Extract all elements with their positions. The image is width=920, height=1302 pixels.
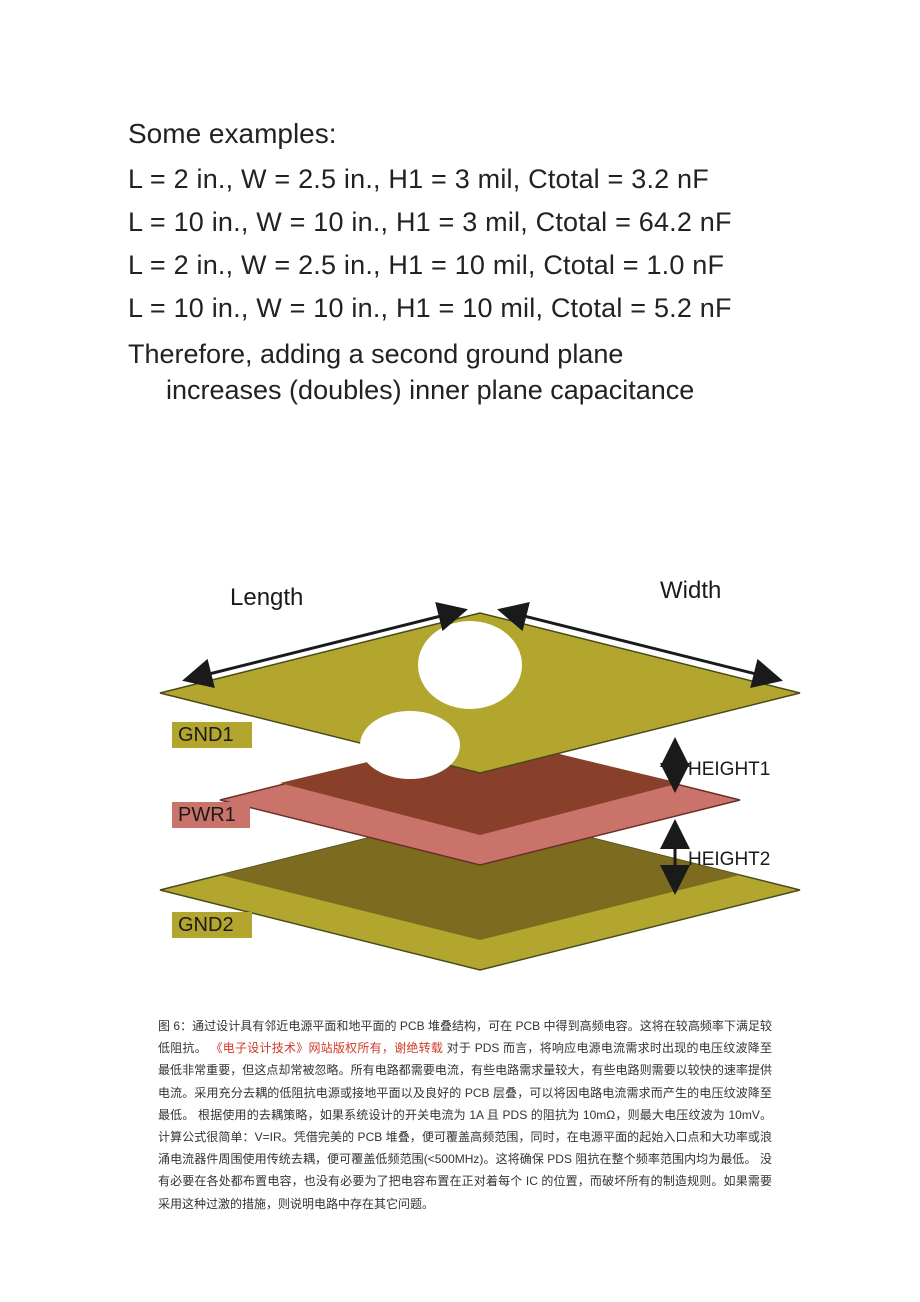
caption-copyright: 《电子设计技术》网站版权所有，谢绝转载 [211,1041,444,1055]
gnd1-label: GND1 [178,724,234,746]
width-label: Width [660,577,721,604]
example-line: L = 2 in., W = 2.5 in., H1 = 3 mil, Ctot… [128,164,828,195]
example-line: L = 10 in., W = 10 in., H1 = 10 mil, Cto… [128,293,828,324]
height2-label: HEIGHT2 [688,849,770,870]
examples-conclusion: Therefore, adding a second ground plane … [128,336,828,409]
caption-paragraph: 图 6：通过设计具有邻近电源平面和地平面的 PCB 堆叠结构，可在 PCB 中得… [158,1015,772,1215]
conclusion-line2: increases (doubles) inner plane capacita… [128,372,828,408]
height1-label: HEIGHT1 [688,759,770,780]
examples-block: Some examples: L = 2 in., W = 2.5 in., H… [128,118,828,409]
pwr1-label: PWR1 [178,804,236,826]
example-line: L = 10 in., W = 10 in., H1 = 3 mil, Ctot… [128,207,828,238]
example-line: L = 2 in., W = 2.5 in., H1 = 10 mil, Cto… [128,250,828,281]
examples-title: Some examples: [128,118,828,150]
pcb-stackup-diagram: Length Width GND1 PWR1 GND2 HEIGHT1 HEIG… [100,490,830,990]
length-label: Length [230,584,303,611]
gnd2-label: GND2 [178,914,234,936]
conclusion-line1: Therefore, adding a second ground plane [128,339,623,369]
caption-rest: 对于 PDS 而言，将响应电源电流需求时出现的电压纹波降至最低非常重要，但这点却… [158,1041,772,1210]
